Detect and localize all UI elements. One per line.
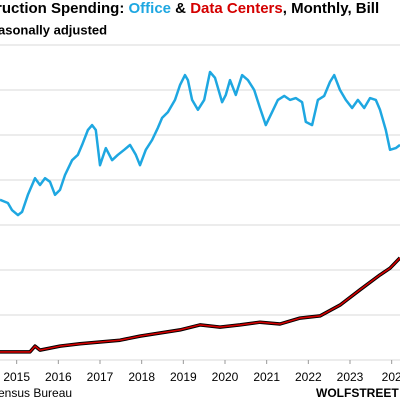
x-tick-label: 2019 — [170, 370, 197, 384]
x-tick-label: 2018 — [128, 370, 155, 384]
source: ensus Bureau — [0, 386, 72, 400]
x-tick-label: 2015 — [3, 370, 30, 384]
brand: WOLFSTREET — [316, 386, 399, 400]
title-part: ruction Spending: — [0, 0, 129, 17]
x-tick-label: 2016 — [45, 370, 72, 384]
title-part: & — [171, 0, 190, 17]
x-ticks: 2015 2016 2017 2018 2019 2020 2021 2022 2023 202 — [3, 360, 400, 384]
series-line — [0, 70, 400, 217]
series-line — [0, 257, 400, 353]
chart-title: ruction Spending: Office & Data Centers,… — [0, 0, 379, 17]
x-tick-label: 2023 — [337, 370, 364, 384]
x-tick-label: 202 — [382, 370, 400, 384]
title-part: Office — [129, 0, 172, 17]
title-part: Data Centers — [190, 0, 283, 17]
x-tick-label: 2020 — [212, 370, 239, 384]
subtitle: asonally adjusted — [0, 22, 107, 37]
lines — [0, 70, 400, 354]
x-tick-label: 2017 — [87, 370, 114, 384]
x-tick-label: 2021 — [253, 370, 280, 384]
title-part: , Monthly, Bill — [283, 0, 379, 17]
grid — [0, 44, 400, 361]
x-tick-label: 2022 — [295, 370, 322, 384]
